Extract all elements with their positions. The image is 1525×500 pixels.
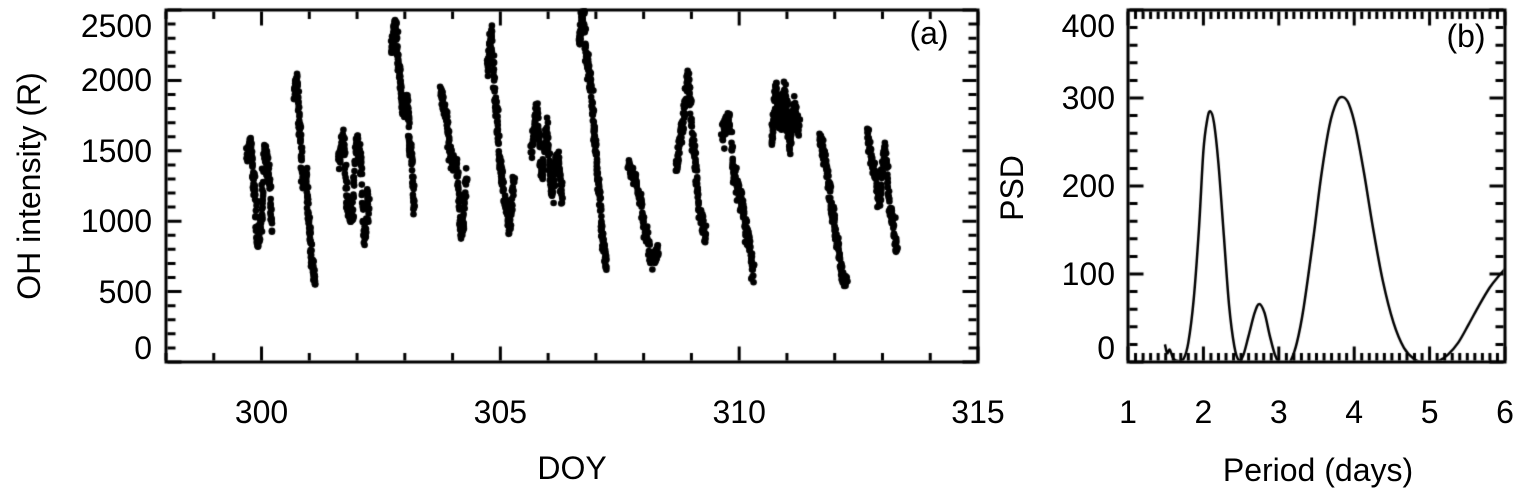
panel-a-y-tick-label: 0 xyxy=(134,330,152,366)
panel-b-y-tick-label: 0 xyxy=(1097,330,1115,366)
panel-a-label: (a) xyxy=(909,15,949,51)
panel-b-label: (b) xyxy=(1446,18,1486,54)
panel-b-y-tick-label: 400 xyxy=(1061,8,1115,44)
panel-a-x-tick-label: 315 xyxy=(951,394,1005,430)
panel-b-y-tick-label: 300 xyxy=(1061,80,1115,116)
panel-a-x-tick-label: 305 xyxy=(473,394,528,430)
panel-a-x-tick-label: 300 xyxy=(234,394,289,430)
panel-a-x-axis-title: DOY xyxy=(537,450,607,486)
panel-b-x-axis-title: Period (days) xyxy=(1222,452,1414,488)
panel-a-y-tick-label: 2000 xyxy=(80,62,152,99)
panel-b-y-axis-title: PSD xyxy=(994,155,1030,221)
panel-b-x-tick-label: 1 xyxy=(1119,394,1137,430)
panel-a-y-axis-title: OH intensity (R) xyxy=(11,72,47,300)
panel-a-x-tick-label: 310 xyxy=(712,394,766,430)
panel-a-y-tick-label: 500 xyxy=(98,273,152,310)
panel-b-y-tick-label: 100 xyxy=(1061,256,1115,292)
panel-a-y-tick-label: 2500 xyxy=(80,8,152,44)
panel-a-y-tick-label: 1000 xyxy=(80,203,152,240)
panel-b-x-tick-label: 5 xyxy=(1420,394,1439,430)
panel-b-x-tick-label: 4 xyxy=(1345,394,1364,430)
panel-b-x-tick-label: 2 xyxy=(1194,394,1213,430)
panel-a-y-tick-label: 1500 xyxy=(80,132,152,169)
panel-b-y-tick-label: 200 xyxy=(1061,168,1115,204)
panel-b-x-tick-label: 6 xyxy=(1496,394,1514,430)
panel-b-x-tick-label: 3 xyxy=(1269,394,1288,430)
